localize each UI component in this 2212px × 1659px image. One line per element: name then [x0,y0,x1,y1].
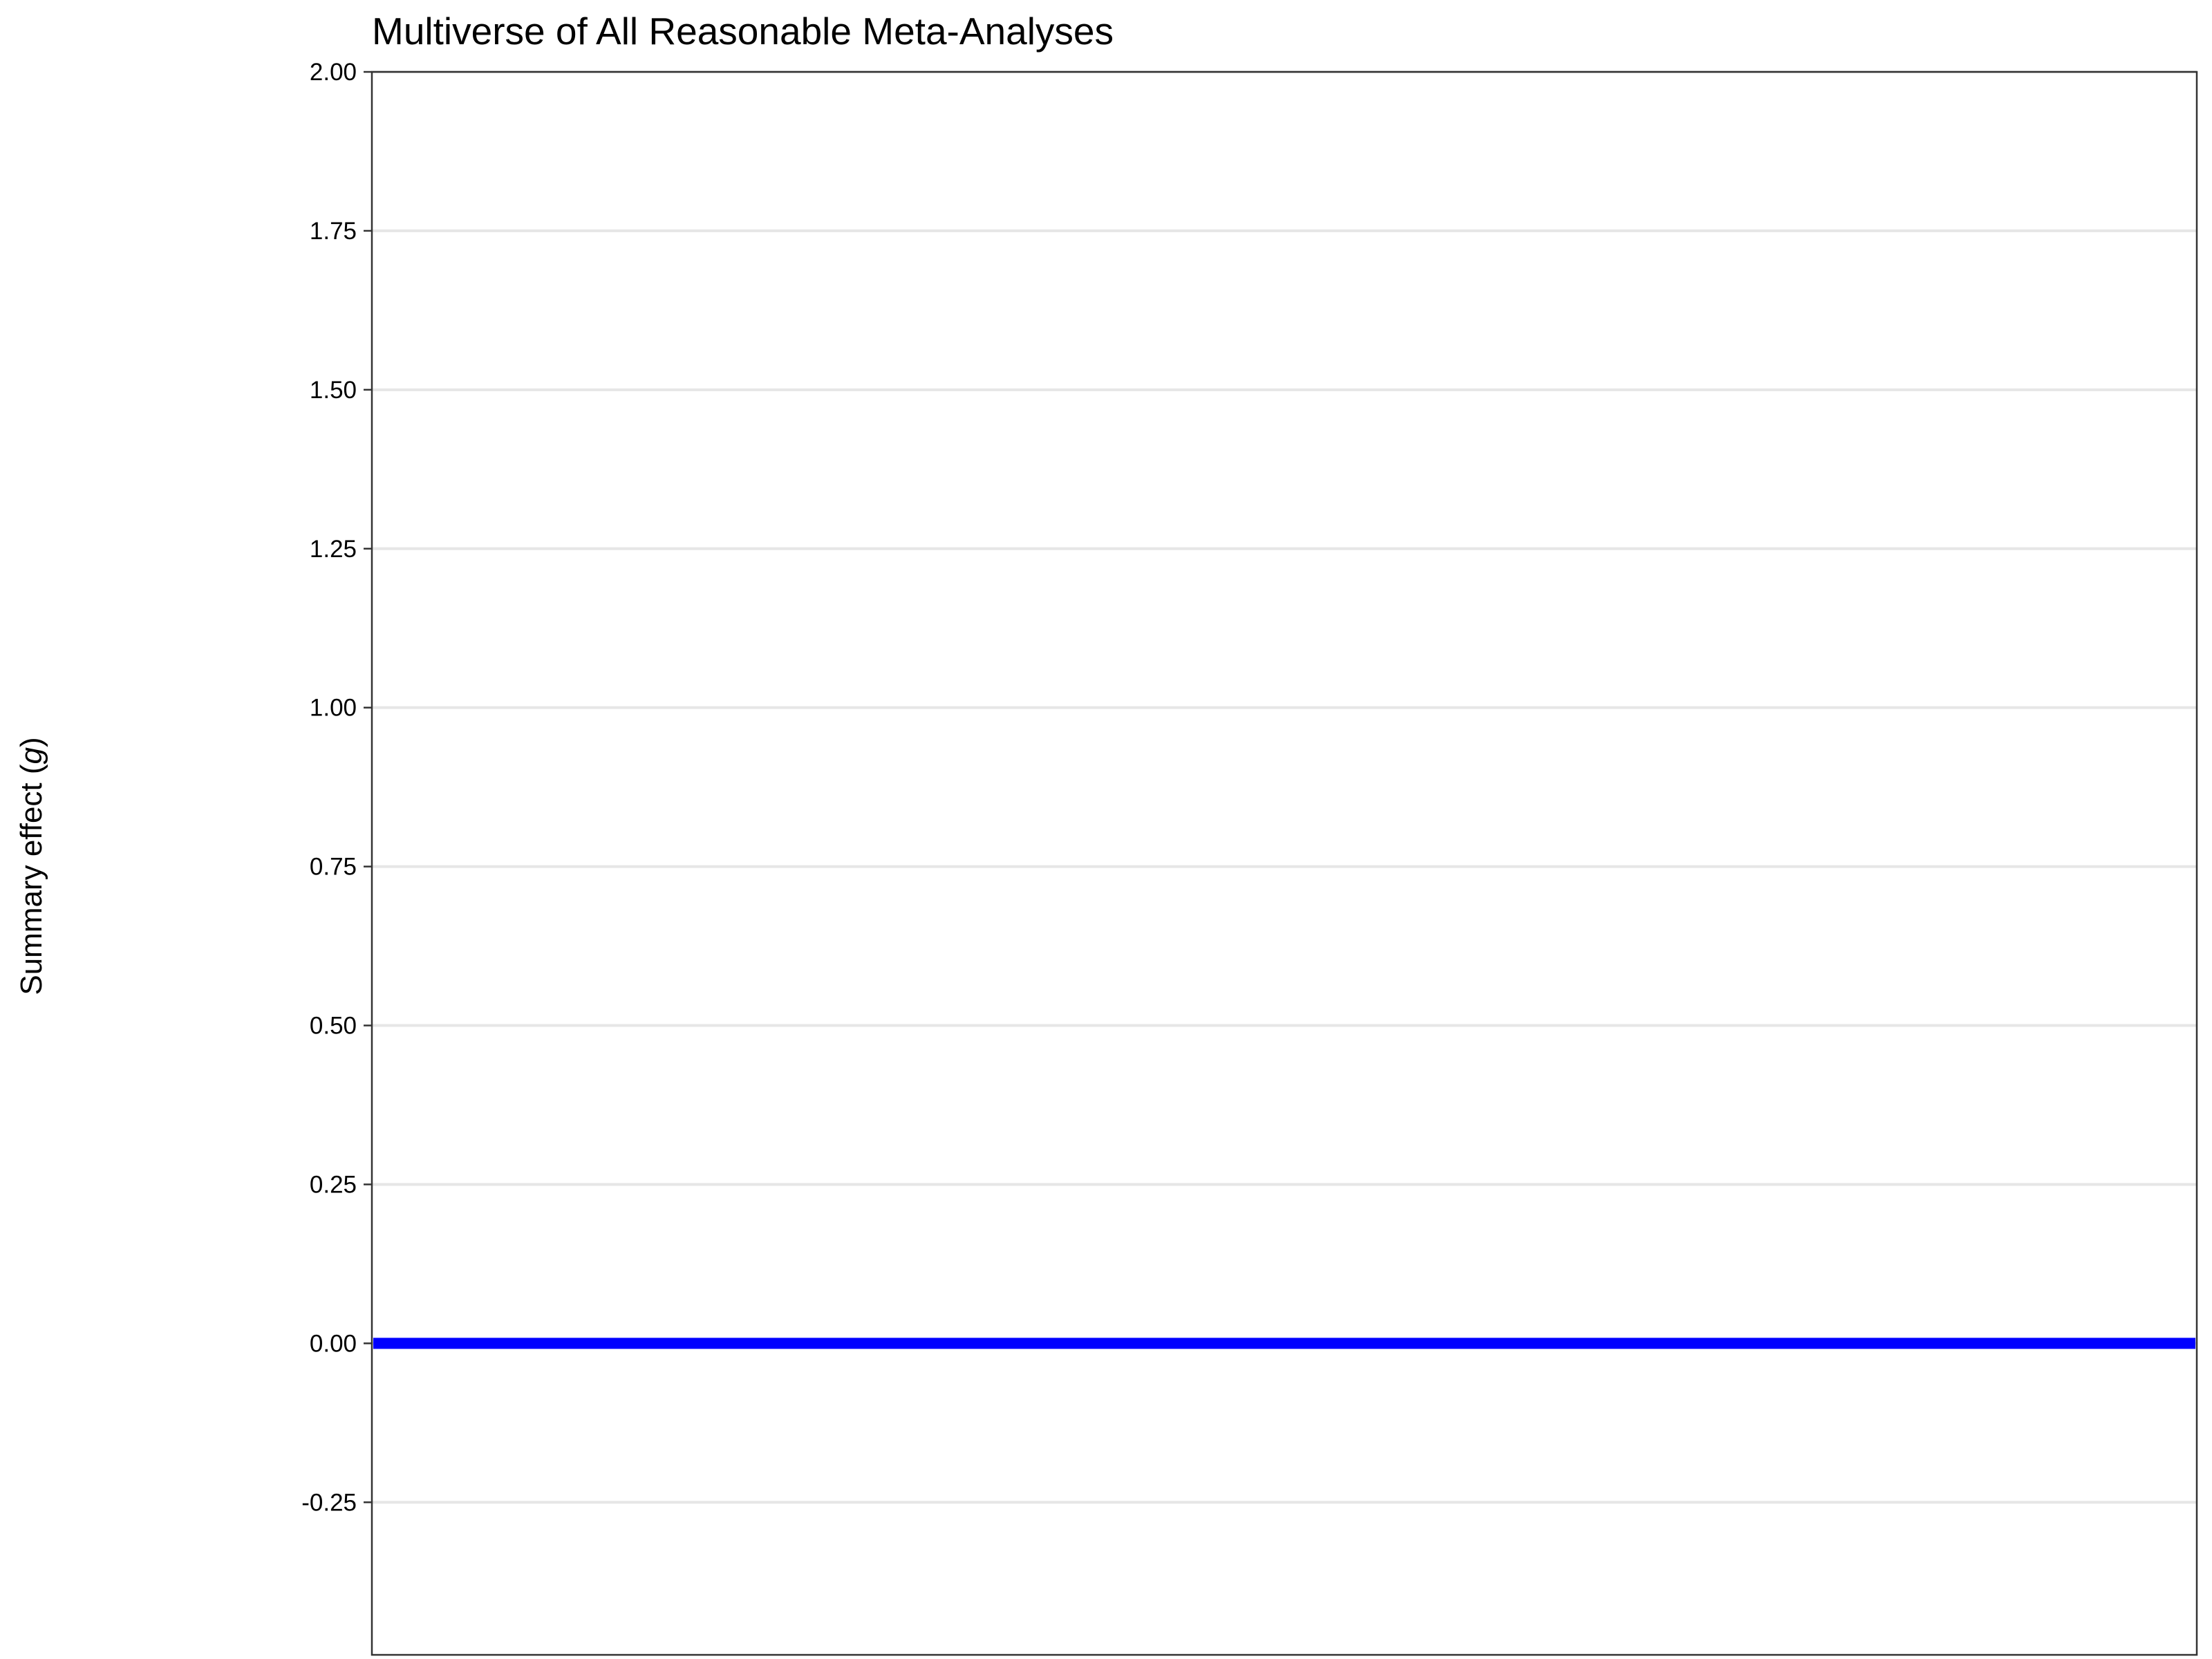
y-tick-label-2: 1.50 [310,377,357,404]
y-tick-label-8: 0.00 [310,1330,357,1357]
y-axis-label-variable: g [15,747,48,764]
y-tick-label-7: 0.25 [310,1171,357,1198]
chart-title: Multiverse of All Reasonable Meta-Analys… [372,10,1114,53]
y-tick-label-6: 0.50 [310,1013,357,1040]
y-axis: 2.00 1.75 1.50 1.25 1.00 0.75 0.50 0.25 0.00 -0.2… [301,59,372,1516]
y-tick-label-3: 1.25 [310,536,357,563]
y-tick-label-5: 0.75 [310,854,357,881]
plot-frame [371,71,2198,1656]
y-tick-label-1: 1.75 [310,218,357,245]
y-tick-label-9: -0.25 [301,1489,357,1516]
y-axis-label: Summary effect (g) [15,737,48,995]
y-tick-label-0: 2.00 [310,59,357,86]
y-tick-label-4: 1.00 [310,695,357,722]
y-axis-label-suffix: ) [15,737,48,747]
y-axis-label-prefix: Summary effect ( [15,764,48,995]
